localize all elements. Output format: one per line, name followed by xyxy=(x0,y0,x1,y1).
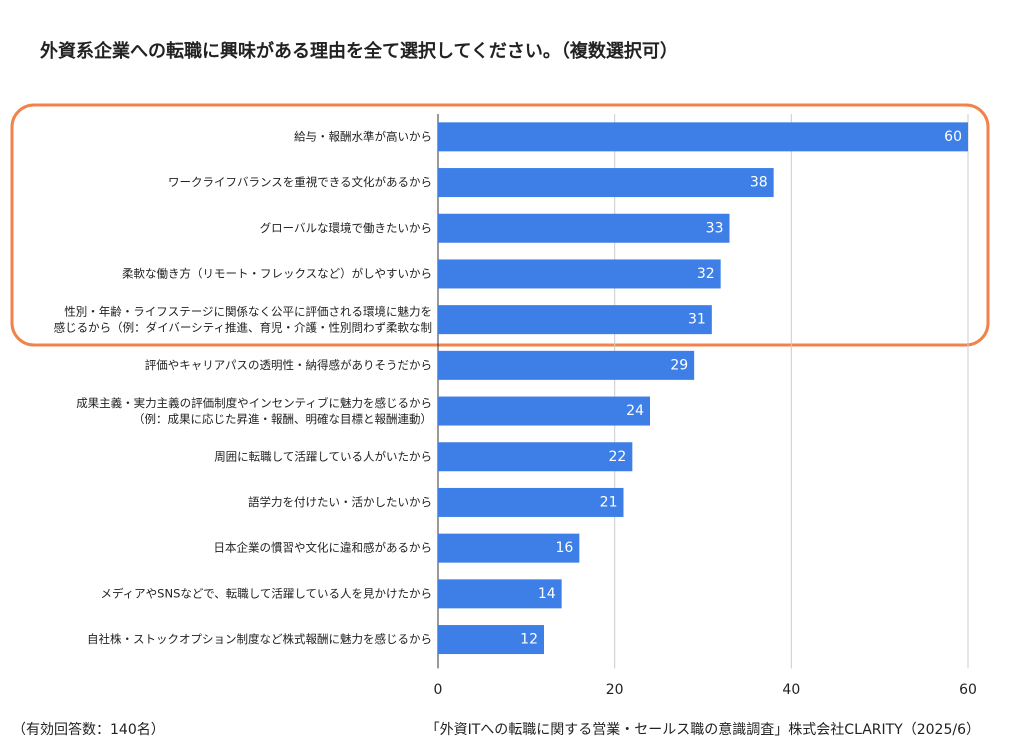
y-tick-label: ワークライフバランスを重視できる文化があるから xyxy=(168,175,432,189)
value-label: 21 xyxy=(600,494,618,510)
y-tick-label: 評価やキャリアパスの透明性・納得感がありそうだから xyxy=(145,358,432,372)
value-label: 24 xyxy=(626,403,644,419)
value-label: 38 xyxy=(750,175,768,191)
highlight-box xyxy=(10,103,990,347)
value-label: 33 xyxy=(706,220,724,236)
x-tick-label: 40 xyxy=(782,682,800,698)
bar xyxy=(438,305,712,335)
x-tick-label: 0 xyxy=(434,682,443,698)
y-tick-label: 周囲に転職して活躍している人がいたから xyxy=(214,449,432,463)
value-label: 29 xyxy=(670,357,688,373)
bar xyxy=(438,442,633,472)
value-label: 22 xyxy=(609,449,627,465)
y-tick-label: 自社株・ストックオプション制度など株式報酬に魅力を感じるから xyxy=(87,632,432,646)
y-tick-label: 性別・年齢・ライフステージに関係なく公平に評価される環境に魅力を感じるから（例：… xyxy=(54,304,432,334)
x-tick-label: 60 xyxy=(959,682,977,698)
bar xyxy=(438,168,774,198)
y-tick-label: グローバルな環境で働きたいから xyxy=(260,221,432,235)
bar xyxy=(438,350,695,380)
footnote: （有効回答数：140名） xyxy=(12,721,165,738)
bar xyxy=(438,122,968,152)
x-tick-label: 20 xyxy=(606,682,624,698)
value-label: 16 xyxy=(556,540,574,556)
source: 「外資ITへの転職に関する営業・セールス職の意識調査」株式会社CLARITY（2… xyxy=(426,721,980,738)
y-tick-label: 給与・報酬水準が高いから xyxy=(294,129,432,143)
y-tick-label: メディアやSNSなどで、転職して活躍している人を見かけたから xyxy=(100,586,432,600)
value-label: 12 xyxy=(520,632,538,648)
y-tick-label: 日本企業の慣習や文化に違和感があるから xyxy=(214,541,433,555)
bar xyxy=(438,396,650,426)
bar xyxy=(438,259,721,289)
bar xyxy=(438,579,562,609)
value-label: 60 xyxy=(944,129,962,145)
chart-title: 外資系企業への転職に興味がある理由を全て選択してください。（複数選択可） xyxy=(40,40,678,62)
bar xyxy=(438,213,730,243)
bar xyxy=(438,625,544,655)
y-tick-label: 語学力を付けたい・活かしたいから xyxy=(248,495,432,509)
bar xyxy=(438,487,624,517)
bar xyxy=(438,533,580,563)
value-label: 31 xyxy=(688,312,706,328)
value-label: 32 xyxy=(697,266,715,282)
y-tick-label: 成果主義・実力主義の評価制度やインセンティブに魅力を感じるから（例：成果に応じた… xyxy=(76,396,432,426)
y-tick-label: 柔軟な働き方（リモート・フレックスなど）がしやすいから xyxy=(122,266,432,280)
value-label: 14 xyxy=(538,586,556,602)
